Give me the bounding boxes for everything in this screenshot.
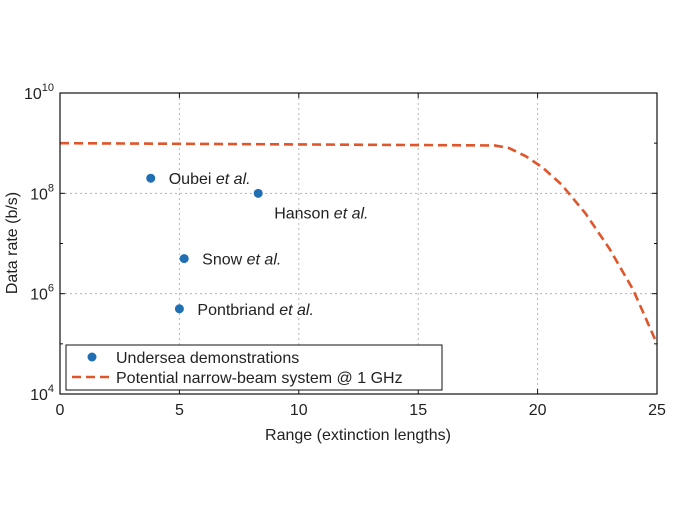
data-point <box>179 254 189 264</box>
x-tick-label: 20 <box>529 402 547 419</box>
data-point <box>146 173 156 183</box>
x-axis-label: Range (extinction lengths) <box>265 427 451 444</box>
data-point <box>174 304 184 314</box>
y-axis-label: Data rate (b/s) <box>4 192 21 294</box>
x-tick-label: 5 <box>175 402 184 419</box>
x-tick-label: 10 <box>290 402 308 419</box>
series-line-narrow-beam <box>59 141 659 345</box>
y-tick-label: 104 <box>30 383 54 404</box>
legend-box <box>65 344 443 391</box>
y-tick-label: 106 <box>30 283 54 304</box>
y-tick-labels: 104 106 108 1010 <box>24 82 54 404</box>
data-point-label: Hanson et al. <box>274 205 368 222</box>
legend-label-undersea: Undersea demonstrations <box>116 350 299 367</box>
data-point-label: Snow et al. <box>202 252 281 269</box>
legend-marker-undersea <box>87 352 97 362</box>
plot-frame <box>59 92 658 395</box>
data-point <box>253 188 263 198</box>
x-tick-label: 25 <box>648 402 666 419</box>
legend-label-narrow-beam: Potential narrow-beam system @ 1 GHz <box>116 370 403 387</box>
data-point-label: Pontbriand et al. <box>197 302 314 319</box>
legend: Undersea demonstrations Potential narrow… <box>65 344 443 391</box>
x-tick-label: 15 <box>409 402 427 419</box>
x-tick-labels: 0 5 10 15 20 25 <box>56 402 666 419</box>
data-point-label: Oubei et al. <box>169 171 251 188</box>
y-tick-label: 108 <box>30 182 54 203</box>
y-tick-label: 1010 <box>24 82 54 103</box>
series-layer: Oubei et al. Hanson et al. Snow et al. Pont… <box>59 141 659 345</box>
x-tick-label: 0 <box>56 402 65 419</box>
